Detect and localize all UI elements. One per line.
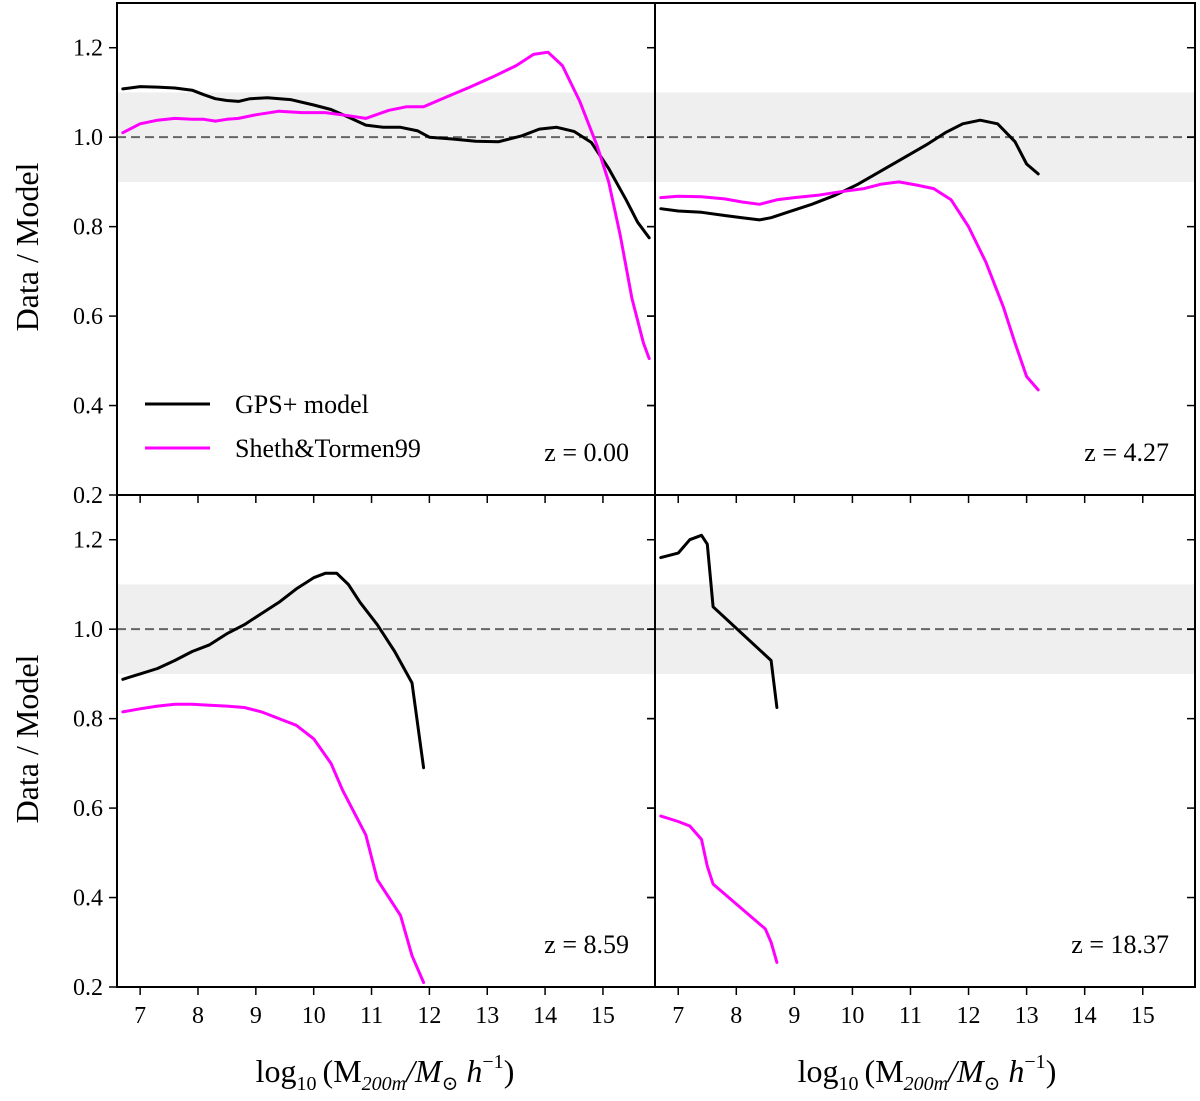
x-title-mid: /M [404,1053,444,1089]
series-line-sheth-tormen [121,702,426,984]
series-line-gps [121,571,426,770]
x-title-h: h [458,1053,482,1089]
x-tick-label: 7 [672,1003,684,1029]
y-tick-label: 0.6 [73,304,103,330]
x-tick-label: 13 [475,1003,499,1029]
y-tick-label: 1.0 [73,617,103,643]
x-title-sub1: 200m [362,1073,406,1095]
panel-frame [116,494,656,988]
x-title-log: log [798,1053,839,1089]
panel-bottom-left: 0.2 0.4 0.6 0.8 1.0 1.2 7 8 9 10 11 12 13 14 15 z = 8.5… [73,494,656,1029]
x-tick-label: 12 [957,1003,981,1029]
legend: GPS+ model Sheth&Tormen99 [145,390,421,463]
legend-label-gps: GPS+ model [235,390,369,419]
x-tick-label: 8 [730,1003,742,1029]
y-tick-label: 1.2 [73,528,103,554]
panel-top-left: 0.2 0.4 0.6 0.8 1.0 1.2 z = 0.00 [73,2,656,509]
y-tick-label: 0.8 [73,215,103,241]
x-tick-label: 10 [302,1003,326,1029]
x-title-sub10: 10 [297,1073,317,1095]
x-title-open: (M [323,1053,362,1089]
series-line-gps [121,85,651,240]
x-tick-label: 15 [1131,1003,1155,1029]
x-title-close: ) [504,1053,515,1089]
x-title-log: log [256,1053,297,1089]
x-tick-label: 7 [134,1003,146,1029]
legend-label-st: Sheth&Tormen99 [235,434,421,463]
x-title-sup: −1 [1024,1051,1045,1073]
y-tick-label: 1.0 [73,125,103,151]
panel-bottom-right: 7 8 9 10 11 12 13 14 15 z = 18.37 [647,494,1196,1029]
series-line-gps [659,533,779,709]
y-axis-title-bottom: Data / Model [9,654,45,823]
series-line-sheth-tormen [659,180,1040,392]
x-tick-label: 11 [360,1003,383,1029]
panel-frame [654,494,1196,988]
panel-top-right: z = 4.27 [647,2,1196,503]
y-tick-label: 0.2 [73,483,103,509]
x-tick-label: 9 [788,1003,800,1029]
x-title-sub2: ⊙ [984,1073,1001,1095]
x-axis-title-left: log10 (M200m/M⊙ h−1) [256,1051,515,1095]
x-axis-title-right: log10 (M200m/M⊙ h−1) [798,1051,1057,1095]
x-title-mid: /M [946,1053,986,1089]
x-title-open: (M [865,1053,904,1089]
y-tick-label: 1.2 [73,36,103,62]
y-axis-title-top: Data / Model [9,162,45,331]
x-title-close: ) [1046,1053,1057,1089]
y-tick-label: 0.4 [73,394,103,420]
x-title-sub1: 200m [904,1073,948,1095]
series-line-sheth-tormen [659,814,779,964]
x-tick-label: 14 [533,1003,557,1029]
x-tick-label: 12 [417,1003,441,1029]
x-title-sub2: ⊙ [442,1073,459,1095]
x-tick-label: 9 [250,1003,262,1029]
x-title-h: h [1000,1053,1024,1089]
x-title-sub10: 10 [839,1073,859,1095]
series-line-gps [659,118,1040,222]
panels-layer: 0.2 0.4 0.6 0.8 1.0 1.2 z = 0.00 z = 4.27 0.2 0.4… [73,2,1196,1029]
x-tick-label: 8 [192,1003,204,1029]
redshift-label: z = 4.27 [1084,438,1169,467]
x-tick-label: 11 [899,1003,922,1029]
panel-frame [116,2,656,496]
x-tick-label: 13 [1015,1003,1039,1029]
y-tick-label: 0.6 [73,796,103,822]
x-tick-label: 14 [1073,1003,1097,1029]
redshift-label: z = 0.00 [544,438,629,467]
series-line-sheth-tormen [121,50,651,361]
redshift-label: z = 8.59 [544,930,629,959]
y-tick-label: 0.4 [73,886,103,912]
y-tick-label: 0.2 [73,975,103,1001]
x-tick-label: 10 [840,1003,864,1029]
x-tick-label: 15 [591,1003,615,1029]
redshift-label: z = 18.37 [1071,930,1169,959]
x-title-sup: −1 [482,1051,503,1073]
panel-frame [654,2,1196,496]
y-tick-label: 0.8 [73,707,103,733]
